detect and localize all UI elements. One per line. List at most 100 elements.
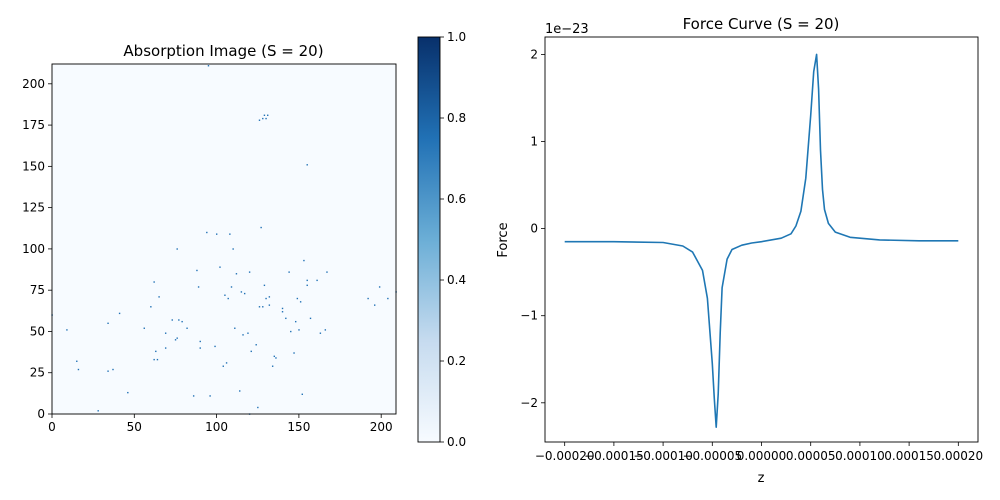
absorption-point bbox=[230, 286, 233, 288]
absorption-point bbox=[306, 284, 308, 287]
absorption-point bbox=[219, 266, 221, 268]
absorption-point bbox=[243, 292, 246, 295]
absorption-point bbox=[288, 271, 290, 273]
absorption-point bbox=[275, 357, 277, 359]
absorption-y-ticks: 0 25 50 75 100 125 150 175 200 bbox=[22, 77, 52, 421]
absorption-point bbox=[296, 297, 299, 300]
absorption-point bbox=[260, 226, 262, 229]
absorption-points bbox=[51, 65, 397, 415]
absorption-title: Absorption Image (S = 20) bbox=[123, 42, 323, 60]
absorption-point bbox=[196, 269, 198, 272]
absorption-point bbox=[209, 395, 211, 397]
absorption-point bbox=[66, 329, 68, 331]
force-y-ticks: −2 −1 0 1 2 bbox=[520, 47, 545, 410]
absorption-point bbox=[285, 317, 287, 320]
absorption-point bbox=[153, 358, 155, 361]
colorbar-tick-label: 1.0 bbox=[447, 30, 466, 44]
absorption-point bbox=[258, 119, 261, 121]
absorption-point bbox=[206, 231, 208, 234]
absorption-x-tick-label: 100 bbox=[205, 420, 228, 434]
absorption-point bbox=[224, 294, 226, 296]
force-y-tick-label: −1 bbox=[520, 309, 538, 323]
colorbar-gradient bbox=[417, 36, 441, 443]
absorption-point bbox=[222, 365, 224, 367]
force-y-tick-label: 2 bbox=[530, 47, 538, 61]
absorption-point bbox=[298, 329, 300, 331]
absorption-point bbox=[240, 291, 243, 293]
absorption-point bbox=[257, 406, 259, 409]
absorption-point bbox=[234, 327, 236, 329]
absorption-point bbox=[176, 248, 178, 250]
absorption-point bbox=[309, 317, 312, 320]
colorbar-tick-label: 0.8 bbox=[447, 111, 466, 125]
absorption-y-tick-label: 75 bbox=[30, 283, 45, 297]
absorption-point bbox=[127, 391, 129, 394]
absorption-point bbox=[294, 320, 297, 323]
absorption-panel: Absorption Image (S = 20) 0 50 100 150 200 0… bbox=[22, 42, 397, 434]
absorption-point bbox=[262, 117, 264, 120]
force-title: Force Curve (S = 20) bbox=[683, 15, 840, 33]
absorption-point bbox=[268, 296, 271, 298]
absorption-y-tick-label: 125 bbox=[22, 201, 45, 215]
colorbar-ticks: 0.0 0.2 0.4 0.6 0.8 1.0 bbox=[440, 30, 466, 449]
absorption-point bbox=[186, 327, 188, 329]
absorption-point bbox=[150, 306, 152, 308]
absorption-point bbox=[239, 390, 241, 392]
force-x-tick-label: 0.00015 bbox=[884, 449, 934, 463]
absorption-point bbox=[171, 319, 173, 321]
force-x-tick-label: −0.00010 bbox=[633, 449, 693, 463]
absorption-point bbox=[267, 114, 269, 116]
colorbar-tick-label: 0.6 bbox=[447, 192, 466, 206]
absorption-point bbox=[229, 233, 231, 235]
absorption-point bbox=[227, 297, 229, 300]
absorption-plot-area bbox=[52, 64, 396, 414]
absorption-point bbox=[225, 362, 228, 364]
absorption-point bbox=[290, 330, 292, 333]
absorption-point bbox=[248, 271, 251, 273]
absorption-point bbox=[181, 320, 183, 323]
colorbar-tick-label: 0.0 bbox=[447, 435, 466, 449]
absorption-point bbox=[247, 332, 249, 334]
absorption-y-tick-label: 25 bbox=[30, 366, 45, 380]
absorption-point bbox=[299, 301, 302, 303]
absorption-point bbox=[263, 284, 266, 287]
absorption-point bbox=[258, 306, 261, 308]
absorption-point bbox=[235, 273, 238, 275]
absorption-point bbox=[268, 304, 271, 306]
absorption-point bbox=[199, 340, 201, 343]
absorption-point bbox=[97, 410, 99, 412]
colorbar-tick-label: 0.2 bbox=[447, 354, 466, 368]
force-offset-text: 1e−23 bbox=[545, 22, 589, 37]
force-x-tick-label: 0.00000 bbox=[737, 449, 787, 463]
absorption-point bbox=[374, 304, 376, 306]
force-y-tick-label: 0 bbox=[530, 222, 538, 236]
absorption-point bbox=[301, 393, 303, 395]
absorption-point bbox=[255, 344, 257, 346]
absorption-point bbox=[263, 114, 266, 116]
absorption-point bbox=[316, 279, 318, 282]
absorption-point bbox=[271, 365, 274, 367]
absorption-point bbox=[232, 248, 234, 250]
absorption-x-tick-label: 50 bbox=[127, 420, 142, 434]
absorption-point bbox=[367, 297, 369, 300]
absorption-point bbox=[326, 271, 328, 273]
force-x-tick-label: 0.00005 bbox=[786, 449, 836, 463]
force-x-tick-label: 0.00020 bbox=[934, 449, 984, 463]
force-x-tick-label: −0.00020 bbox=[535, 449, 595, 463]
absorption-point bbox=[156, 358, 159, 361]
absorption-point bbox=[158, 296, 160, 298]
absorption-point bbox=[107, 322, 109, 324]
absorption-point bbox=[174, 339, 177, 341]
absorption-point bbox=[107, 370, 109, 372]
absorption-point bbox=[192, 395, 195, 397]
absorption-point bbox=[143, 327, 145, 329]
absorption-point bbox=[207, 65, 210, 67]
absorption-point bbox=[118, 312, 121, 315]
absorption-point bbox=[319, 332, 322, 334]
absorption-point bbox=[306, 279, 308, 282]
force-panel: Force Curve (S = 20) 1e−23 −0.00020 −0.00… bbox=[496, 15, 983, 486]
absorption-point bbox=[164, 332, 167, 334]
absorption-point bbox=[273, 355, 276, 358]
absorption-point bbox=[197, 286, 200, 288]
